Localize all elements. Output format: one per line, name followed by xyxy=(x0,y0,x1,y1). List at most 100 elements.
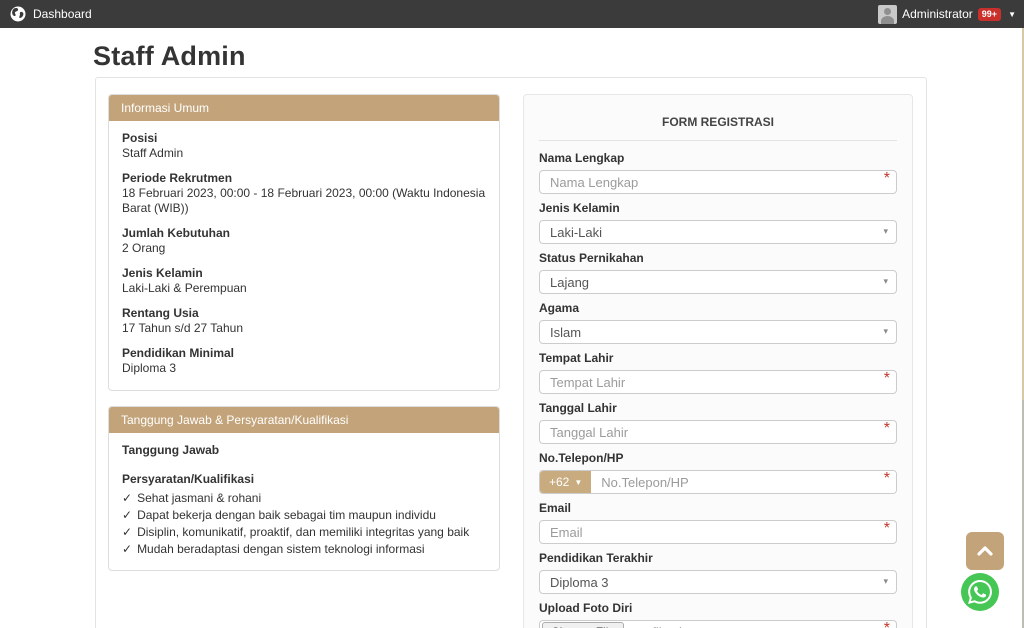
chevron-up-icon xyxy=(977,546,993,556)
qualification-text: Dapat bekerja dengan baik sebagai tim ma… xyxy=(137,508,436,522)
user-name: Administrator xyxy=(902,7,973,21)
qualification-item: ✓ Disiplin, komunikatif, proaktif, dan m… xyxy=(122,524,486,541)
check-icon: ✓ xyxy=(122,525,133,539)
info-label: Periode Rekrutmen xyxy=(122,171,233,185)
jenis-kelamin-select[interactable]: Laki-Laki ▾ xyxy=(539,220,897,244)
required-asterisk: * xyxy=(883,170,890,187)
info-jenis-kelamin: Jenis Kelamin Laki-Laki & Perempuan xyxy=(122,266,486,296)
chevron-down-icon: ▼ xyxy=(574,477,583,487)
chevron-down-icon: ▾ xyxy=(883,575,888,586)
field-email: Email * xyxy=(539,502,897,544)
telepon-input[interactable] xyxy=(591,471,896,493)
required-asterisk: * xyxy=(883,420,890,437)
check-icon: ✓ xyxy=(122,508,133,522)
field-label: Pendidikan Terakhir xyxy=(539,551,653,565)
qualifications-title: Persyaratan/Kualifikasi xyxy=(122,472,255,486)
file-input[interactable]: Choose File No file chosen xyxy=(539,620,897,628)
form-title: FORM REGISTRASI xyxy=(539,105,897,141)
info-periode: Periode Rekrutmen 18 Februari 2023, 00:0… xyxy=(122,171,486,216)
field-label: Agama xyxy=(539,301,580,315)
chevron-down-icon: ▾ xyxy=(883,225,888,236)
field-tanggal-lahir: Tanggal Lahir * xyxy=(539,402,897,444)
whatsapp-icon xyxy=(958,570,1002,614)
brand-label: Dashboard xyxy=(33,7,92,21)
tempat-lahir-input[interactable] xyxy=(539,370,897,394)
field-label: Tempat Lahir xyxy=(539,351,614,365)
user-menu[interactable]: Administrator 99+ ▼ xyxy=(878,4,1016,24)
info-pendidikan: Pendidikan Minimal Diploma 3 xyxy=(122,346,486,376)
registration-form: FORM REGISTRASI Nama Lengkap * Jenis Kel… xyxy=(523,94,913,628)
scroll-to-top-button[interactable] xyxy=(966,532,1004,570)
field-upload-foto: Upload Foto Diri Choose File No file cho… xyxy=(539,602,897,628)
email-input[interactable] xyxy=(539,520,897,544)
field-telepon: No.Telepon/HP +62 ▼ * xyxy=(539,452,897,494)
chevron-down-icon: ▾ xyxy=(883,325,888,336)
info-posisi: Posisi Staff Admin xyxy=(122,131,486,161)
info-label: Rentang Usia xyxy=(122,306,199,320)
chevron-down-icon: ▾ xyxy=(883,275,888,286)
file-status-text: No file chosen xyxy=(632,625,714,628)
qualification-item: ✓ Sehat jasmani & rohani xyxy=(122,490,486,507)
field-label: Status Pernikahan xyxy=(539,251,644,265)
info-label: Posisi xyxy=(122,131,158,145)
info-value: Laki-Laki & Perempuan xyxy=(122,281,247,295)
selected-value: Laki-Laki xyxy=(550,224,603,240)
selected-value: Lajang xyxy=(550,274,590,290)
qualification-text: Mudah beradaptasi dengan sistem teknolog… xyxy=(137,542,425,556)
general-info-header: Informasi Umum xyxy=(109,95,499,121)
info-label: Jenis Kelamin xyxy=(122,266,203,280)
pendidikan-select[interactable]: Diploma 3 ▾ xyxy=(539,570,897,594)
info-label: Pendidikan Minimal xyxy=(122,346,235,360)
top-navbar: Dashboard Administrator 99+ ▼ xyxy=(0,0,1024,28)
page-title: Staff Admin xyxy=(93,41,246,71)
field-nama-lengkap: Nama Lengkap * xyxy=(539,152,897,194)
field-label: Email xyxy=(539,501,572,515)
field-tempat-lahir: Tempat Lahir * xyxy=(539,352,897,394)
field-pendidikan: Pendidikan Terakhir Diploma 3 ▾ xyxy=(539,552,897,594)
requirements-panel: Tanggung Jawab & Persyaratan/Kualifikasi… xyxy=(108,406,500,571)
selected-value: Islam xyxy=(550,324,582,340)
agama-select[interactable]: Islam ▾ xyxy=(539,320,897,344)
field-jenis-kelamin: Jenis Kelamin Laki-Laki ▾ xyxy=(539,202,897,244)
field-label: Jenis Kelamin xyxy=(539,201,620,215)
info-value: 18 Februari 2023, 00:00 - 18 Februari 20… xyxy=(122,186,486,215)
field-agama: Agama Islam ▾ xyxy=(539,302,897,344)
chevron-down-icon: ▼ xyxy=(1008,9,1016,19)
qualification-item: ✓ Dapat bekerja dengan baik sebagai tim … xyxy=(122,507,486,524)
globe-icon xyxy=(10,6,26,22)
tanggal-lahir-input[interactable] xyxy=(539,420,897,444)
registration-column: FORM REGISTRASI Nama Lengkap * Jenis Kel… xyxy=(523,94,913,628)
required-asterisk: * xyxy=(883,520,890,537)
field-label: No.Telepon/HP xyxy=(539,451,624,465)
selected-value: Diploma 3 xyxy=(550,574,609,590)
qualification-item: ✓ Mudah beradaptasi dengan sistem teknol… xyxy=(122,541,486,558)
field-label: Nama Lengkap xyxy=(539,151,625,165)
qualification-text: Disiplin, komunikatif, proaktif, dan mem… xyxy=(137,525,470,539)
field-status-pernikahan: Status Pernikahan Lajang ▾ xyxy=(539,252,897,294)
info-value: 17 Tahun s/d 27 Tahun xyxy=(122,321,243,335)
info-value: Staff Admin xyxy=(122,146,184,160)
field-label: Upload Foto Diri xyxy=(539,601,633,615)
info-value: Diploma 3 xyxy=(122,361,177,375)
check-icon: ✓ xyxy=(122,542,133,556)
scrollbar-edge[interactable] xyxy=(1022,28,1024,628)
info-rentang-usia: Rentang Usia 17 Tahun s/d 27 Tahun xyxy=(122,306,486,336)
general-info-panel: Informasi Umum Posisi Staff Admin Period… xyxy=(108,94,500,391)
info-jumlah: Jumlah Kebutuhan 2 Orang xyxy=(122,226,486,256)
check-icon: ✓ xyxy=(122,491,133,505)
qualification-text: Sehat jasmani & rohani xyxy=(137,491,262,505)
phone-prefix-dropdown[interactable]: +62 ▼ xyxy=(540,471,592,493)
phone-prefix-value: +62 xyxy=(549,475,570,489)
required-asterisk: * xyxy=(883,470,890,487)
requirements-header: Tanggung Jawab & Persyaratan/Kualifikasi xyxy=(109,407,499,433)
choose-file-button[interactable]: Choose File xyxy=(542,622,625,628)
job-detail-column: Informasi Umum Posisi Staff Admin Period… xyxy=(108,94,500,621)
required-asterisk: * xyxy=(884,621,890,628)
whatsapp-button[interactable] xyxy=(958,570,1002,614)
nama-lengkap-input[interactable] xyxy=(539,170,897,194)
required-asterisk: * xyxy=(883,370,890,387)
status-pernikahan-select[interactable]: Lajang ▾ xyxy=(539,270,897,294)
field-label: Tanggal Lahir xyxy=(539,401,617,415)
responsibilities-title: Tanggung Jawab xyxy=(122,443,220,457)
brand-link[interactable]: Dashboard xyxy=(10,6,92,22)
